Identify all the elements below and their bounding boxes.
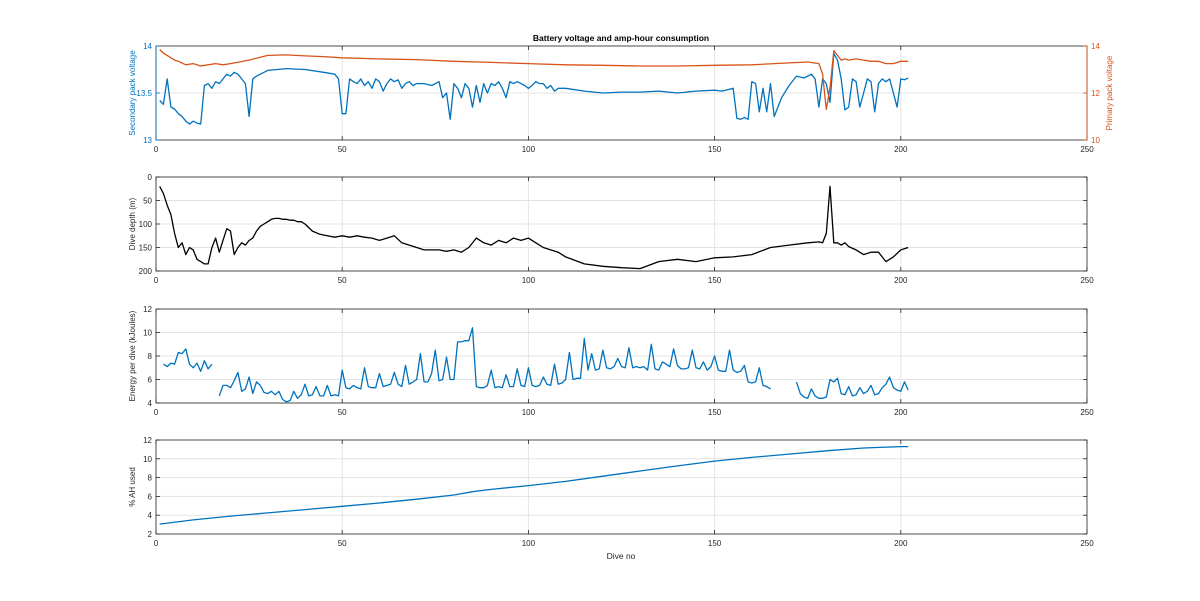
y-tick-label: 13 <box>143 136 152 145</box>
x-tick-label: 250 <box>1080 408 1094 417</box>
x-tick-label: 50 <box>338 145 347 154</box>
axes-box <box>155 439 1088 535</box>
y-tick-label: 6 <box>148 376 153 385</box>
y-tick-label: 10 <box>143 455 152 464</box>
y-tick-label: 8 <box>148 474 153 483</box>
x-tick-label: 200 <box>894 408 908 417</box>
y-axis-label: Dive depth (m) <box>128 197 137 250</box>
y-tick-label: 4 <box>148 399 153 408</box>
y-tick-label: 6 <box>148 492 153 501</box>
x-tick-label: 0 <box>154 145 159 154</box>
x-tick-label: 50 <box>338 276 347 285</box>
series-line-1-seg-1 <box>163 348 213 372</box>
x-tick-label: 250 <box>1080 276 1094 285</box>
panel-4: 0 50 100 150 200 250 2 4 6 8 10 12 % AH used <box>128 436 1094 548</box>
right-y-tick-label: 10 <box>1091 136 1100 145</box>
series-line-1-seg-3 <box>795 376 909 399</box>
x-tick-label: 200 <box>894 145 908 154</box>
series-line-2 <box>159 49 909 111</box>
right-y-axis-label: Primary pack voltage <box>1105 55 1114 130</box>
y-tick-label: 0 <box>148 173 153 182</box>
series-line-1 <box>159 185 909 270</box>
x-tick-label: 100 <box>522 276 536 285</box>
y-tick-label: 10 <box>143 329 152 338</box>
x-tick-label: 0 <box>154 408 159 417</box>
right-y-tick-label: 12 <box>1091 89 1100 98</box>
y-axis-label: % AH used <box>128 467 137 507</box>
x-tick-label: 50 <box>338 408 347 417</box>
y-tick-label: 2 <box>148 530 153 539</box>
y-tick-label: 8 <box>148 352 153 361</box>
y-axis-label: Secondary pack voltage <box>128 50 137 136</box>
panel-2: 0 50 100 150 200 250 0 50 100 150 200 Dive depth (m… <box>128 173 1094 285</box>
y-tick-label: 100 <box>139 220 153 229</box>
series-line-1-seg-2 <box>218 327 771 403</box>
series-line-1 <box>159 445 909 525</box>
right-y-tick-label: 14 <box>1091 42 1100 51</box>
y-tick-label: 14 <box>143 42 152 51</box>
x-tick-label: 100 <box>522 145 536 154</box>
y-tick-label: 50 <box>143 197 152 206</box>
x-tick-label: 150 <box>708 408 722 417</box>
x-tick-label: 250 <box>1080 145 1094 154</box>
x-tick-label: 150 <box>708 539 722 548</box>
x-tick-label: 200 <box>894 539 908 548</box>
x-tick-label: 250 <box>1080 539 1094 548</box>
x-tick-label: 100 <box>522 539 536 548</box>
y-tick-label: 4 <box>148 511 153 520</box>
x-tick-label: 100 <box>522 408 536 417</box>
y-tick-label: 12 <box>143 305 152 314</box>
x-tick-label: 150 <box>708 145 722 154</box>
x-axis-label: Dive no <box>607 551 636 561</box>
series-line-1 <box>159 52 909 125</box>
y-tick-label: 150 <box>139 244 153 253</box>
y-tick-label: 12 <box>143 436 152 445</box>
panel-1: 0 50 100 150 200 250 13 13.5 14 Secondary pack vo… <box>128 42 1114 154</box>
x-tick-label: 200 <box>894 276 908 285</box>
x-tick-label: 0 <box>154 276 159 285</box>
y-axis-label: Energy per dive (kJoules) <box>128 310 137 401</box>
x-tick-label: 50 <box>338 539 347 548</box>
x-tick-label: 0 <box>154 539 159 548</box>
y-tick-label: 13.5 <box>136 89 152 98</box>
chart-title: Battery voltage and amp-hour consumption <box>533 33 709 43</box>
y-tick-label: 200 <box>139 267 153 276</box>
panel-3: 0 50 100 150 200 250 4 6 8 10 12 Energy per dive (k… <box>128 305 1094 417</box>
x-tick-label: 150 <box>708 276 722 285</box>
